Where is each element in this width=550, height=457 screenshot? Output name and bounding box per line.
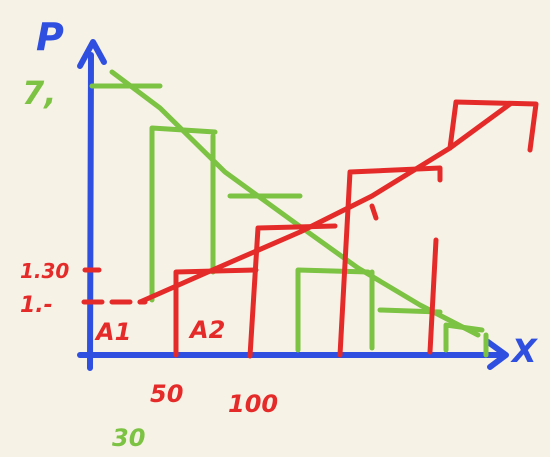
quantity-100-label: 100 — [228, 390, 278, 418]
demand-step-7 — [443, 322, 485, 353]
green-quantity-label: 30 — [112, 424, 145, 452]
green-top-price-label: 7, — [22, 74, 56, 112]
supply-step-5 — [447, 99, 539, 153]
price-130-label: 1.30 — [20, 259, 69, 283]
y-axis-label: P — [36, 15, 64, 59]
quantity-50-label: 50 — [150, 380, 183, 408]
x-axis-arrowhead — [485, 339, 509, 370]
demand-curve — [89, 69, 489, 358]
supply-step-4 — [427, 237, 439, 355]
supply-step-1 — [173, 267, 259, 358]
demand-trend-line — [109, 69, 481, 338]
y-axis — [87, 52, 94, 371]
y-axis-arrowhead — [77, 39, 107, 69]
demand-step-1 — [149, 125, 218, 303]
price-1-label: 1.- — [20, 293, 53, 318]
area-2-label: A2 — [188, 316, 225, 344]
supply-curve — [81, 99, 539, 359]
area-1-label: A1 — [94, 318, 131, 346]
supply-trend-line — [137, 101, 513, 305]
supply-step-2 — [247, 223, 338, 359]
axes — [77, 39, 509, 371]
x-axis-label: X — [510, 332, 538, 370]
supply-step-3-tick — [369, 203, 379, 221]
supply-step-3 — [337, 165, 443, 358]
demand-step-4 — [295, 267, 371, 353]
